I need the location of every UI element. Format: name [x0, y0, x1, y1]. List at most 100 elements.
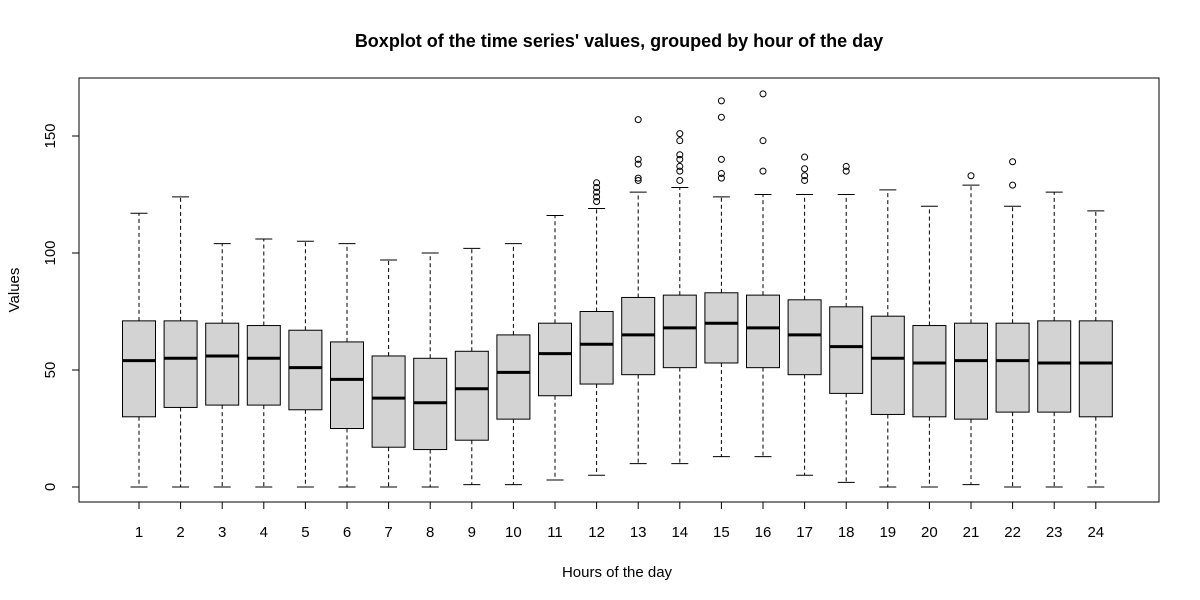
box-iqr [205, 322, 240, 406]
outlier-point [1009, 158, 1017, 166]
y-tick-label: 100 [42, 240, 59, 265]
box-iqr [829, 306, 864, 394]
outlier-point [801, 176, 809, 184]
outlier-point [717, 174, 725, 182]
box-iqr [496, 334, 531, 420]
box-iqr [870, 315, 905, 415]
box-iqr [330, 341, 364, 430]
x-tick-label: 14 [671, 524, 688, 541]
box-iqr [746, 294, 780, 369]
outlier-point [676, 151, 684, 159]
outlier-point [676, 130, 684, 138]
x-tick-label: 7 [384, 524, 392, 541]
box-group-1 [122, 212, 156, 488]
outlier-point [759, 137, 767, 145]
box-group-19 [870, 189, 905, 488]
outlier-point [842, 167, 850, 175]
x-tick-label: 17 [796, 524, 813, 541]
x-tick-label: 19 [879, 524, 896, 541]
outlier-point [593, 198, 601, 206]
box-iqr [704, 292, 739, 364]
outlier-point [801, 172, 809, 180]
outlier-point [759, 167, 767, 175]
x-tick-label: 21 [963, 524, 980, 541]
box-group-15 [704, 97, 739, 458]
x-tick-label: 4 [260, 524, 268, 541]
x-tick-label: 24 [1087, 524, 1104, 541]
box-iqr [579, 311, 614, 385]
box-iqr [912, 325, 947, 418]
outlier-point [634, 174, 642, 182]
box-iqr [288, 329, 323, 411]
outlier-point [634, 155, 642, 163]
x-tick-label: 12 [588, 524, 605, 541]
box-iqr [662, 294, 697, 369]
box-iqr [1078, 320, 1113, 418]
x-tick-label: 2 [176, 524, 184, 541]
box-group-8 [413, 252, 448, 488]
box-group-13 [621, 116, 656, 465]
box-group-21 [954, 172, 988, 486]
outlier-point [801, 165, 809, 173]
y-axis-label: Values [6, 268, 23, 313]
box-group-22 [995, 158, 1030, 488]
box-group-4 [246, 238, 281, 488]
chart-title: Boxplot of the time series' values, grou… [355, 31, 883, 51]
y-tick-label: 0 [42, 483, 59, 491]
y-tick-label: 150 [42, 123, 59, 148]
box-group-23 [1037, 191, 1072, 488]
x-tick-label: 5 [301, 524, 309, 541]
x-tick-label: 23 [1046, 524, 1063, 541]
outlier-point [593, 183, 601, 191]
x-tick-label: 18 [838, 524, 855, 541]
box-group-14 [662, 130, 697, 465]
outlier-point [717, 113, 725, 121]
outlier-point [593, 193, 601, 201]
box-group-20 [912, 205, 947, 488]
box-group-18 [829, 162, 864, 483]
box-iqr [163, 320, 198, 408]
box-iqr [454, 350, 489, 441]
y-axis: 0 50 100 150 [42, 123, 80, 491]
box-group-16 [746, 90, 780, 458]
outlier-point [676, 162, 684, 170]
outlier-point [593, 179, 601, 187]
outlier-point [634, 176, 642, 184]
box-iqr [787, 299, 822, 376]
box-iqr [371, 355, 406, 448]
plot-frame [78, 77, 1160, 503]
outlier-point [717, 155, 725, 163]
box-iqr [538, 322, 572, 397]
outlier-point [634, 116, 642, 124]
x-tick-label: 20 [921, 524, 938, 541]
x-tick-label: 22 [1004, 524, 1021, 541]
box-group-2 [163, 196, 198, 488]
outlier-point [759, 90, 767, 98]
box-iqr [1037, 320, 1072, 413]
outlier-point [593, 188, 601, 196]
y-tick-label: 50 [42, 362, 59, 379]
box-iqr [954, 322, 988, 420]
outlier-point [676, 155, 684, 163]
outlier-point [717, 169, 725, 177]
x-tick-label: 16 [755, 524, 772, 541]
outlier-point [842, 162, 850, 170]
x-tick-label: 11 [547, 524, 563, 541]
x-tick-label: 15 [713, 524, 730, 541]
x-tick-label: 13 [630, 524, 647, 541]
x-axis: 1 2 3 4 5 6 7 8 9 10 11 12 13 14 15 16 17 18 19 20 21 22 23 24 [135, 501, 1104, 541]
x-tick-label: 3 [218, 524, 226, 541]
box-group-12 [579, 179, 614, 476]
box-iqr [122, 320, 156, 418]
box-group-6 [330, 243, 364, 488]
boxes-layer [122, 90, 1113, 488]
x-tick-label: 1 [135, 524, 143, 541]
box-group-7 [371, 259, 406, 488]
x-tick-label: 10 [505, 524, 522, 541]
outlier-point [676, 176, 684, 184]
x-tick-label: 8 [426, 524, 434, 541]
outlier-point [676, 167, 684, 175]
x-tick-label: 9 [468, 524, 476, 541]
box-group-17 [787, 153, 822, 476]
